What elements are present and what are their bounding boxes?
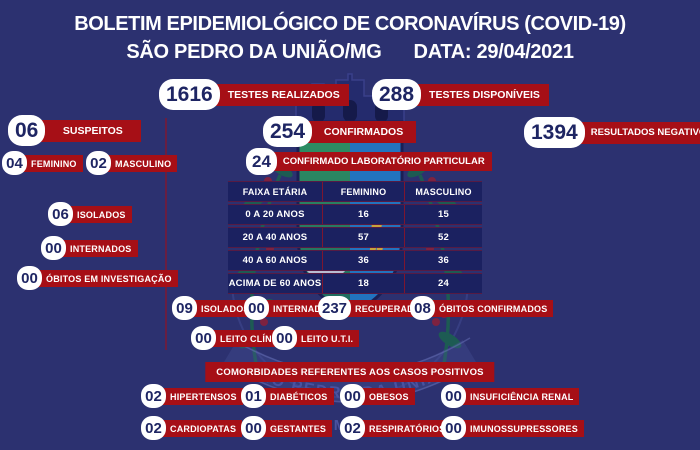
stat-value: 00 [340,384,365,408]
stat-value: 00 [191,326,216,350]
table-row: 40 A 60 ANOS 36 36 [228,250,482,271]
stat-confirmados: 254 CONFIRMADOS [263,116,417,147]
stat-label: RESPIRATÓRIOS [360,419,452,437]
stat-value: 1394 [524,117,585,148]
bulletin-date: DATA: 29/04/2021 [413,41,574,63]
table-row: 0 A 20 ANOS 16 15 [228,204,482,225]
page-header: BOLETIM EPIDEMIOLÓGICO DE CORONAVÍRUS (C… [0,13,700,64]
table-cell: 15 [438,209,449,220]
stat-label: CARDIOPATAS [161,419,243,437]
stat-label: DIABÉTICOS [261,387,334,405]
stat-value: 00 [272,326,297,350]
stat-label: INTERNADOS [61,239,138,257]
stat-resultados-negativos: 1394 RESULTADOS NEGATIVOS [524,117,700,148]
stat-value: 254 [263,116,313,147]
stat-value: 00 [41,236,66,260]
table-header-cell: MASCULINO [415,186,472,197]
stat-label: OBESOS [360,387,415,405]
table-header-row: FAIXA ETÁRIA FEMININO MASCULINO [228,181,482,202]
stat-value: 00 [17,266,42,290]
stat-label: MASCULINO [106,154,178,172]
stat-value: 02 [340,416,365,440]
stat-suspeitos: 06 SUSPEITOS [8,115,142,146]
stat-label: ÓBITOS CONFIRMADOS [430,299,554,317]
stat-value: 00 [441,384,466,408]
table-cell: 24 [438,278,449,289]
stat-value: 00 [244,296,269,320]
stat-label: TESTES REALIZADOS [214,83,349,106]
table-cell: 0 A 20 ANOS [228,205,323,224]
stat-label: INSUFICIÊNCIA RENAL [461,387,580,405]
stat-label: ISOLADOS [192,299,256,317]
city-subtitle: SÃO PEDRO DA UNIÃO/MG [126,41,382,63]
table-row: ACIMA DE 60 ANOS 18 24 [228,273,482,294]
stat-obitos-confirmados: 08 ÓBITOS CONFIRMADOS [410,296,554,320]
stat-value: 06 [8,115,46,146]
stat-label: HIPERTENSOS [161,387,243,405]
table-cell: 57 [323,228,405,247]
stat-value: 08 [410,296,435,320]
stat-value: 02 [141,416,166,440]
table-cell: 40 A 60 ANOS [228,251,323,270]
stat-label: CONFIRMADOS [307,120,417,143]
stat-suspeitos-masculino: 02 MASCULINO [86,151,178,175]
stat-hipertensos: 02 HIPERTENSOS [141,384,243,408]
stat-value: 288 [372,79,422,110]
stat-respiratorios: 02 RESPIRATÓRIOS [340,416,452,440]
stat-label: GESTANTES [261,419,333,437]
stat-imunossupressores: 00 IMUNOSSUPRESSORES [441,416,584,440]
stat-cardiopatas: 02 CARDIOPATAS [141,416,243,440]
stat-label: TESTES DISPONÍVEIS [416,83,549,106]
table-cell: 36 [438,255,449,266]
stat-testes-realizados: 1616 TESTES REALIZADOS [159,79,349,110]
comorbidades-section-header: COMORBIDADES REFERENTES AOS CASOS POSITI… [205,362,495,382]
stat-value: 01 [241,384,266,408]
stat-value: 09 [172,296,197,320]
stat-suspeitos-feminino: 04 FEMININO [2,151,83,175]
stat-diabeticos: 01 DIABÉTICOS [241,384,334,408]
stat-value: 00 [441,416,466,440]
age-table: FAIXA ETÁRIA FEMININO MASCULINO 0 A 20 A… [228,181,482,296]
stat-obesos: 00 OBESOS [340,384,415,408]
stat-value: 1616 [159,79,220,110]
table-cell: 18 [323,274,405,293]
stat-testes-disponiveis: 288 TESTES DISPONÍVEIS [372,79,549,110]
stat-label: ISOLADOS [68,205,132,223]
table-cell: 16 [323,205,405,224]
stat-value: 00 [241,416,266,440]
stat-value: 06 [48,202,73,226]
stat-value: 02 [141,384,166,408]
page-title: BOLETIM EPIDEMIOLÓGICO DE CORONAVÍRUS (C… [74,13,626,35]
stat-obitos-em-investigacao: 00 ÓBITOS EM INVESTIGAÇÃO [17,266,178,290]
stat-label: LEITO U.T.I. [292,329,360,347]
table-header-cell: FAIXA ETÁRIA [228,182,323,201]
stat-value: 04 [2,151,27,175]
stat-label: ÓBITOS EM INVESTIGAÇÃO [37,269,178,287]
stat-label: IMUNOSSUPRESSORES [461,419,584,437]
stat-label: CONFIRMADO LABORATÓRIO PARTICULAR [271,152,492,171]
stat-suspeitos-internados: 00 INTERNADOS [41,236,138,260]
table-cell: ACIMA DE 60 ANOS [228,274,323,293]
stat-label: RESULTADOS NEGATIVOS [579,121,700,144]
stat-insuficiencia-renal: 00 INSUFICIÊNCIA RENAL [441,384,580,408]
stat-isolados: 09 ISOLADOS [172,296,256,320]
stat-label: SUSPEITOS [40,119,142,142]
stat-gestantes: 00 GESTANTES [241,416,333,440]
stat-value: 02 [86,151,111,175]
table-cell: 36 [323,251,405,270]
stat-value: 24 [246,148,277,175]
stat-suspeitos-isolados: 06 ISOLADOS [48,202,132,226]
left-column-divider-line [165,118,167,350]
table-header-cell: FEMININO [323,182,405,201]
stat-confirmado-laboratorio-particular: 24 CONFIRMADO LABORATÓRIO PARTICULAR [246,148,492,175]
stat-label: FEMININO [22,154,83,172]
table-cell: 20 A 40 ANOS [228,228,323,247]
stat-leito-uti: 00 LEITO U.T.I. [272,326,360,350]
table-cell: 52 [438,232,449,243]
table-row: 20 A 40 ANOS 57 52 [228,227,482,248]
stat-value: 237 [318,296,352,320]
